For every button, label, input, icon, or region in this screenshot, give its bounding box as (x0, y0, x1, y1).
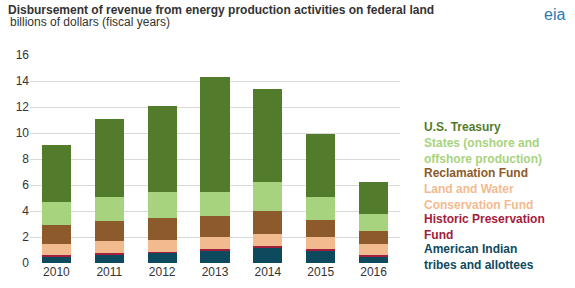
svg-text:Disbursement of revenue from e: Disbursement of revenue from energy prod… (8, 3, 434, 17)
svg-text:8: 8 (22, 152, 29, 166)
svg-text:16: 16 (16, 48, 30, 62)
svg-text:10: 10 (16, 126, 30, 140)
svg-text:2016: 2016 (360, 265, 387, 279)
svg-text:0: 0 (22, 256, 29, 270)
svg-text:6: 6 (22, 178, 29, 192)
svg-text:2015: 2015 (307, 265, 334, 279)
svg-text:2010: 2010 (43, 265, 70, 279)
svg-text:2014: 2014 (255, 265, 282, 279)
svg-text:U.S. Treasury: U.S. Treasury (424, 120, 501, 134)
svg-text:12: 12 (16, 100, 30, 114)
svg-text:2011: 2011 (96, 265, 122, 279)
svg-text:Historic PreservationFund: Historic PreservationFund (424, 212, 545, 242)
svg-text:2: 2 (22, 230, 29, 244)
svg-text:2012: 2012 (149, 265, 176, 279)
svg-text:Reclamation Fund: Reclamation Fund (424, 166, 528, 180)
svg-text:American Indiantribes and allo: American Indiantribes and allottees (424, 242, 534, 272)
svg-text:States (onshore andoffshore pr: States (onshore andoffshore production) (424, 136, 542, 166)
svg-text:billions of dollars (fiscal ye: billions of dollars (fiscal years) (10, 15, 170, 29)
svg-text:14: 14 (16, 74, 30, 88)
svg-text:Land and WaterConservation Fun: Land and WaterConservation Fund (424, 182, 533, 212)
svg-text:eia: eia (544, 6, 565, 23)
svg-text:4: 4 (22, 204, 29, 218)
svg-text:2013: 2013 (202, 265, 229, 279)
